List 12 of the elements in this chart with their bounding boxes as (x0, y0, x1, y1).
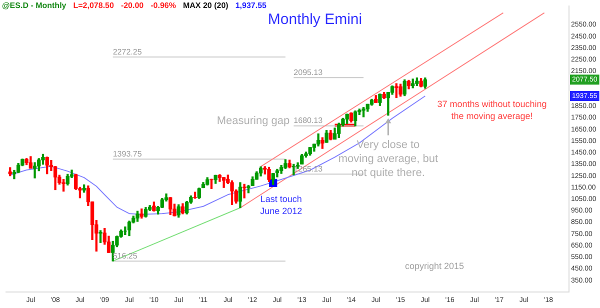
chart-subtitle: @ES.D - Monthly L=2,078.50 -20.00 -0.96% MAX 20 (20) 1,937.55 (2, 1, 268, 10)
annotation: 37 months without touching the moving average! (437, 98, 547, 121)
annotation: 1680.13 (294, 116, 324, 126)
annotation: Very close to moving average, but not quite there. (338, 138, 438, 179)
annotation: copyright 2015 (405, 260, 464, 271)
chart-title: Monthly Emini (268, 11, 362, 28)
annotation: 1393.75 (112, 149, 142, 158)
annotation: 2272.25 (112, 47, 142, 56)
annotation: Measuring gap (216, 114, 290, 127)
annotation: 2095.13 (294, 68, 324, 77)
annotation: Last touch June 2012 (260, 194, 302, 216)
candlestick (32, 162, 37, 178)
